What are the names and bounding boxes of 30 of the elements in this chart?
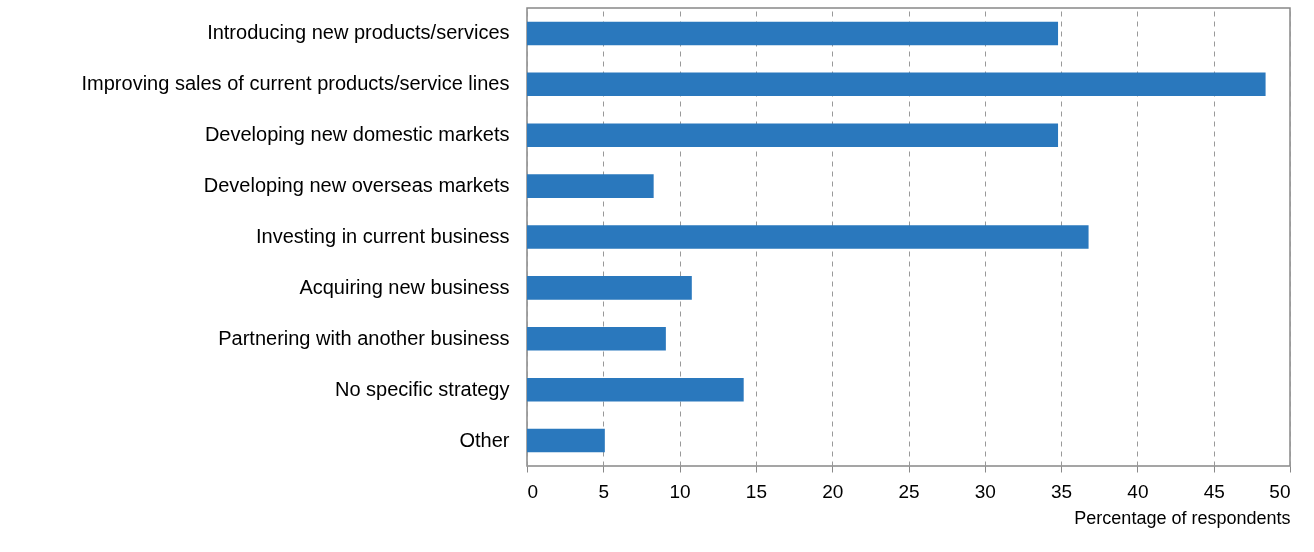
x-tick-label: 25: [898, 480, 920, 502]
bar: [527, 123, 1059, 147]
bar: [527, 276, 692, 300]
x-tick-label: 35: [1051, 480, 1073, 502]
y-tick-label: Other: [459, 428, 510, 451]
y-tick-label: Improving sales of current products/service lines: [81, 72, 510, 95]
y-tick-label: Investing in current business: [256, 225, 510, 247]
y-tick-label: Introducing new products/services: [207, 21, 510, 44]
y-tick-label: Partnering with another business: [218, 326, 510, 349]
x-tick-label: 5: [598, 480, 610, 502]
x-tick-label: 30: [974, 480, 996, 502]
x-axis-title: Percentage of respondents: [1074, 507, 1291, 528]
x-tick-label: 15: [745, 480, 767, 502]
bar: [527, 72, 1266, 97]
x-tick-label: 10: [669, 480, 691, 502]
bar: [527, 174, 654, 198]
y-tick-label: Developing new overseas markets: [203, 174, 510, 197]
y-tick-label: No specific strategy: [334, 377, 510, 400]
bar: [527, 21, 1059, 46]
x-tick-label: 50: [1269, 480, 1291, 502]
x-tick-label: 45: [1203, 480, 1225, 502]
x-tick-label: 0: [527, 480, 539, 502]
bar: [527, 327, 666, 351]
y-tick-label: Acquiring new business: [299, 275, 510, 298]
bar: [527, 377, 744, 402]
bar: [527, 225, 1089, 249]
y-tick-label: Developing new domestic markets: [204, 123, 510, 146]
bar: [527, 428, 605, 453]
x-tick-label: 20: [822, 480, 844, 502]
x-tick-label: 40: [1127, 480, 1149, 502]
